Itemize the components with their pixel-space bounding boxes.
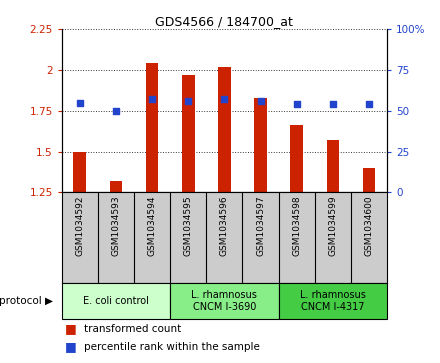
- Bar: [326, 140, 339, 192]
- Text: L. rhamnosus
CNCM I-3690: L. rhamnosus CNCM I-3690: [191, 290, 257, 312]
- Bar: [218, 66, 231, 192]
- Text: GSM1034596: GSM1034596: [220, 195, 229, 256]
- Bar: [73, 152, 86, 192]
- Text: E. coli control: E. coli control: [83, 296, 149, 306]
- Point: [185, 98, 192, 104]
- Point: [149, 96, 156, 102]
- Point: [112, 108, 119, 114]
- Bar: [146, 63, 158, 192]
- Bar: [182, 75, 194, 192]
- Point: [366, 101, 373, 107]
- Bar: [363, 168, 375, 192]
- Title: GDS4566 / 184700_at: GDS4566 / 184700_at: [155, 15, 293, 28]
- Text: GSM1034597: GSM1034597: [256, 195, 265, 256]
- Text: L. rhamnosus
CNCM I-4317: L. rhamnosus CNCM I-4317: [300, 290, 366, 312]
- Text: ■: ■: [65, 322, 77, 335]
- Text: percentile rank within the sample: percentile rank within the sample: [84, 342, 260, 352]
- Text: transformed count: transformed count: [84, 323, 182, 334]
- Text: GSM1034595: GSM1034595: [184, 195, 193, 256]
- Point: [330, 101, 337, 107]
- Point: [221, 96, 228, 102]
- Point: [293, 101, 300, 107]
- Bar: [254, 98, 267, 192]
- Text: GSM1034600: GSM1034600: [365, 195, 374, 256]
- Text: GSM1034598: GSM1034598: [292, 195, 301, 256]
- FancyBboxPatch shape: [279, 283, 387, 319]
- Bar: [290, 125, 303, 192]
- FancyBboxPatch shape: [62, 283, 170, 319]
- Text: GSM1034599: GSM1034599: [328, 195, 337, 256]
- Text: GSM1034593: GSM1034593: [111, 195, 121, 256]
- FancyBboxPatch shape: [170, 283, 279, 319]
- Point: [257, 98, 264, 104]
- Text: GSM1034594: GSM1034594: [147, 195, 157, 256]
- Point: [76, 99, 83, 105]
- Text: GSM1034592: GSM1034592: [75, 195, 84, 256]
- Bar: [110, 181, 122, 192]
- Text: ■: ■: [65, 340, 77, 353]
- Text: protocol ▶: protocol ▶: [0, 296, 53, 306]
